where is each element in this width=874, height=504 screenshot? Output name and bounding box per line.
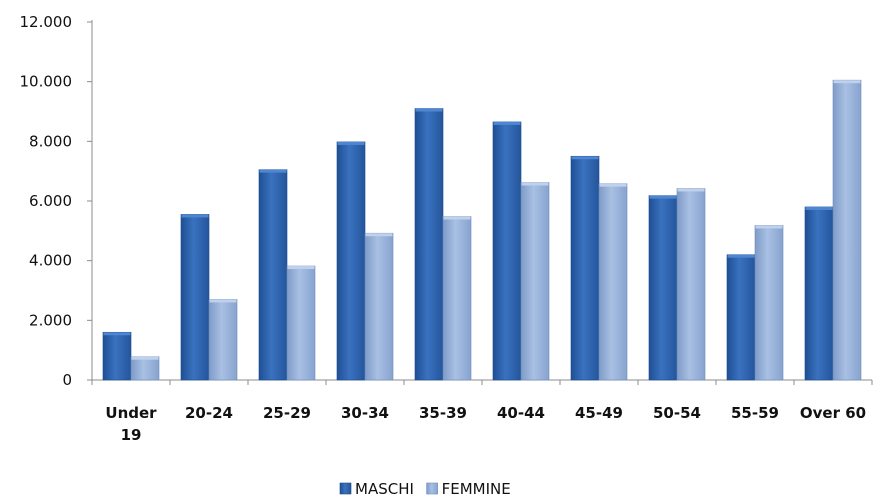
bar-top-highlight [131, 356, 159, 360]
bar-top-highlight [649, 195, 677, 199]
bar-top-highlight [755, 225, 783, 229]
x-category-label: 35-39 [419, 404, 467, 422]
y-tick-label: 6.000 [29, 192, 72, 210]
y-tick-label: 10.000 [20, 73, 73, 91]
x-category-label: Under 19 [105, 404, 157, 444]
y-tick-label: 4.000 [29, 252, 72, 270]
x-category-label: 25-29 [263, 404, 311, 422]
bar-femmine-6 [598, 183, 628, 381]
bar-top-highlight [415, 108, 443, 112]
x-category-label: 30-34 [341, 404, 389, 422]
y-tick-label: 2.000 [29, 311, 72, 329]
bar-femmine-0 [130, 356, 160, 381]
bar-top-highlight [259, 169, 287, 173]
bar-femmine-8 [754, 225, 784, 381]
bar-maschi-9 [804, 206, 834, 381]
bar-top-highlight [677, 188, 705, 192]
bar-top-highlight [599, 183, 627, 187]
y-tick-label: 0 [62, 371, 72, 389]
bar-maschi-4 [414, 108, 444, 381]
legend-swatch-maschi [339, 482, 352, 495]
bar-top-highlight [833, 80, 861, 84]
bar-maschi-1 [180, 214, 210, 381]
bar-maschi-6 [570, 155, 600, 381]
bar-maschi-2 [258, 169, 288, 381]
bar-top-highlight [103, 332, 131, 336]
y-tick-label: 12.000 [20, 13, 73, 31]
bar-maschi-3 [336, 141, 366, 381]
bar-maschi-7 [648, 195, 678, 381]
bar-top-highlight [727, 254, 755, 258]
x-category-label: 40-44 [497, 404, 545, 422]
bar-maschi-5 [492, 121, 522, 381]
bar-femmine-9 [832, 79, 862, 381]
legend-swatch-femmine [426, 482, 438, 495]
x-category-label: Over 60 [800, 404, 866, 422]
bar-maschi-0 [102, 331, 132, 381]
bar-femmine-1 [208, 299, 238, 381]
bar-top-highlight [337, 141, 365, 145]
bar-femmine-2 [286, 265, 316, 381]
bar-top-highlight [209, 299, 237, 303]
x-category-label: 55-59 [731, 404, 779, 422]
bar-top-highlight [805, 206, 833, 210]
bar-top-highlight [521, 182, 549, 186]
bar-top-highlight [365, 233, 393, 237]
bar-top-highlight [181, 214, 209, 218]
legend-label-femmine: FEMMINE [442, 480, 511, 498]
x-category-label: 50-54 [653, 404, 701, 422]
bar-top-highlight [287, 266, 315, 270]
bar-top-highlight [443, 216, 471, 220]
y-tick-label: 8.000 [29, 132, 72, 150]
bar-top-highlight [493, 121, 521, 125]
x-category-label: 20-24 [185, 404, 233, 422]
bar-maschi-8 [726, 254, 756, 381]
legend-label-maschi: MASCHI [355, 480, 414, 498]
bar-femmine-7 [676, 188, 706, 381]
bar-femmine-4 [442, 216, 472, 381]
bar-top-highlight [571, 156, 599, 160]
bar-femmine-3 [364, 232, 394, 381]
x-category-label: 45-49 [575, 404, 623, 422]
bar-femmine-5 [520, 182, 550, 381]
